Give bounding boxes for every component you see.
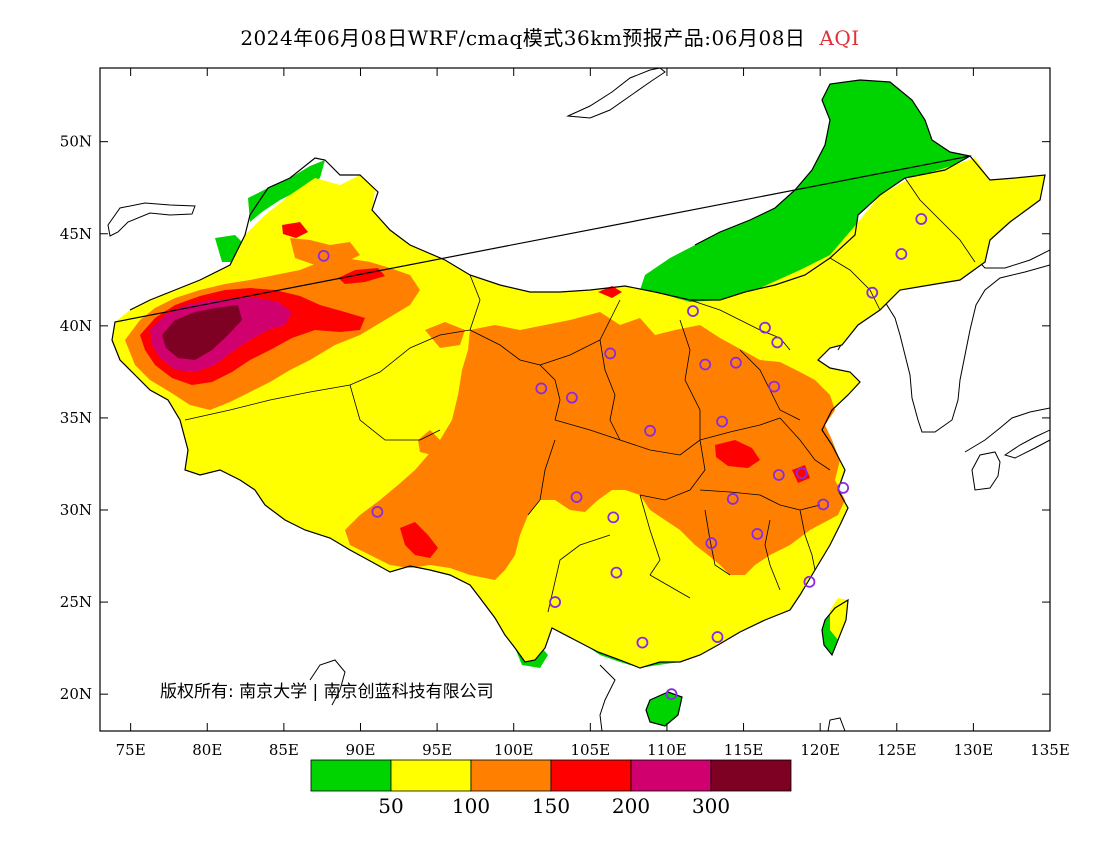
station-marker (817, 498, 830, 511)
station-marker (866, 286, 879, 299)
lon-tick-label: 130E (954, 741, 994, 759)
station-marker (535, 382, 548, 395)
station-marker (570, 491, 583, 504)
station-markers (317, 213, 928, 701)
station-marker (705, 537, 718, 550)
lat-tick-label: 40N (60, 317, 92, 335)
lat-tick-label: 20N (60, 685, 92, 703)
legend-label: 150 (532, 794, 570, 818)
station-marker (610, 566, 623, 579)
legend-label: 300 (692, 794, 730, 818)
lat-tick-label: 25N (60, 593, 92, 611)
lon-tick-label: 80E (192, 741, 222, 759)
aqi-fill-usg (125, 238, 845, 580)
station-marker (895, 248, 908, 260)
lon-tick-label: 135E (1030, 741, 1070, 759)
legend-swatch (310, 759, 392, 792)
lat-tick-label: 45N (60, 225, 92, 243)
lon-tick-label: 75E (116, 741, 146, 759)
station-marker (607, 511, 620, 524)
station-marker (726, 493, 739, 505)
lon-tick-label: 100E (494, 741, 534, 759)
lat-tick-label: 30N (60, 501, 92, 519)
station-marker (803, 575, 816, 588)
station-marker (604, 347, 617, 360)
station-marker (665, 688, 678, 701)
map-title: 2024年06月08日WRF/cmaq模式36km预报产品:06月08日 AQI (0, 22, 1100, 51)
station-marker (644, 424, 656, 437)
lat-tick-label: 50N (60, 133, 92, 151)
aqi-legend: 50 100 150 200 300 (310, 759, 792, 818)
station-marker (687, 305, 699, 318)
lat-axis: 20N 25N 30N 35N 40N 45N 50N (60, 133, 1050, 703)
lon-tick-label: 115E (724, 741, 764, 759)
station-marker (768, 380, 781, 393)
station-marker (566, 391, 578, 404)
lon-tick-label: 95E (422, 741, 452, 759)
station-marker (915, 213, 928, 225)
station-marker (837, 481, 850, 494)
plot-frame (99, 67, 1051, 732)
legend-label: 200 (612, 794, 650, 818)
lon-tick-label: 85E (269, 741, 299, 759)
title-main: 2024年06月08日WRF/cmaq模式36km预报产品:06月08日 (240, 26, 806, 50)
legend-swatch (710, 759, 792, 792)
lon-axis: 75E 80E 85E 90E 95E 100E 105E 110E 115E 120E 125E 1… (116, 68, 1070, 759)
station-marker (716, 415, 728, 428)
lon-tick-label: 105E (571, 741, 611, 759)
legend-swatch (470, 759, 552, 792)
legend-swatch (390, 759, 472, 792)
legend-swatch (630, 759, 712, 792)
station-marker (729, 356, 742, 369)
lon-tick-label: 110E (647, 741, 687, 759)
lon-tick-label: 90E (345, 741, 375, 759)
legend-label: 100 (452, 794, 490, 818)
title-variable: AQI (819, 26, 860, 50)
station-marker (772, 469, 785, 481)
station-marker (771, 336, 784, 349)
lon-tick-label: 120E (800, 741, 840, 759)
copyright-text: 版权所有: 南京大学 | 南京创蓝科技有限公司 (160, 682, 494, 702)
station-marker (371, 505, 384, 518)
china-border (111, 79, 1046, 727)
station-marker (795, 467, 808, 480)
station-marker (711, 631, 724, 643)
station-marker (549, 596, 561, 608)
lon-tick-label: 125E (877, 741, 917, 759)
station-marker (699, 358, 712, 371)
lat-tick-label: 35N (60, 409, 92, 427)
station-marker (759, 321, 771, 334)
aqi-fill-hazardous (162, 305, 242, 360)
station-marker (317, 249, 330, 262)
legend-swatch (550, 759, 632, 792)
legend-label: 50 (378, 794, 403, 818)
station-marker (751, 528, 764, 540)
province-borders (184, 177, 976, 613)
station-marker (636, 636, 649, 649)
